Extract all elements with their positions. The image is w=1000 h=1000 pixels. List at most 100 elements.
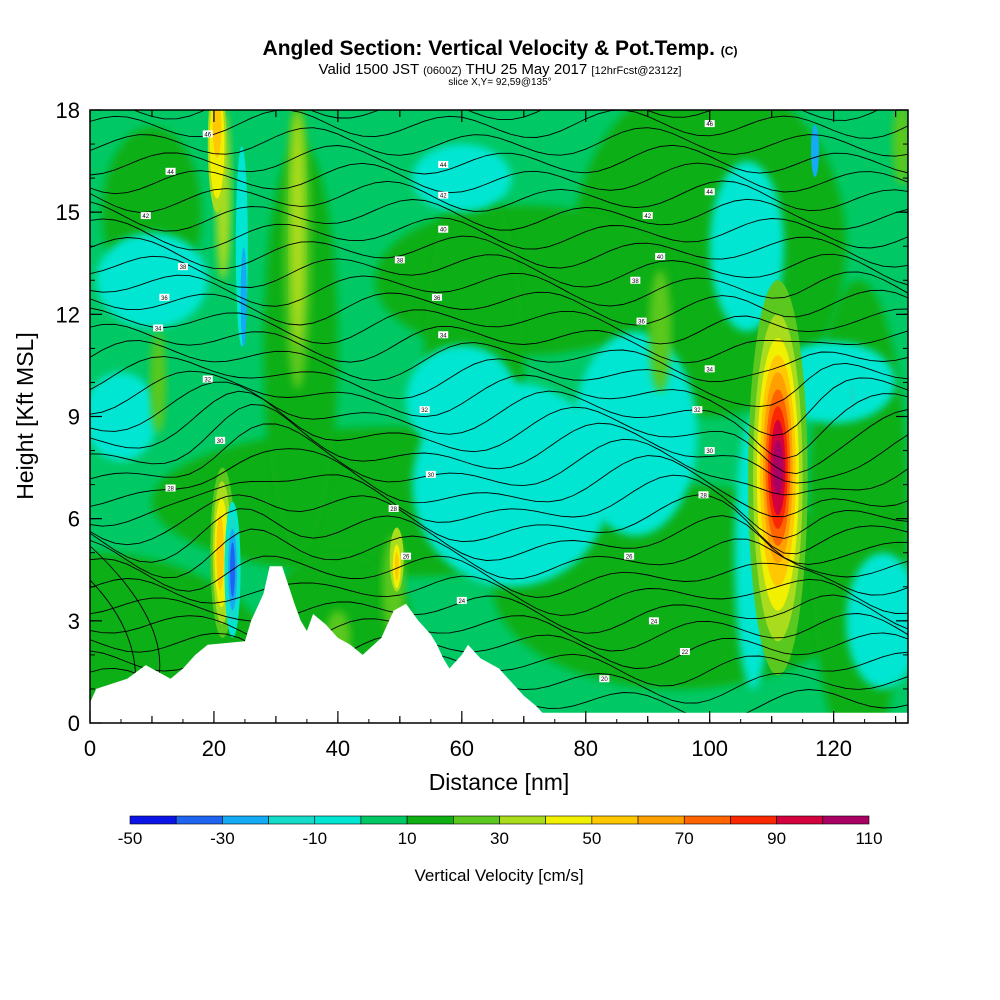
isentrope-line bbox=[90, 555, 908, 598]
x-tick-label: 40 bbox=[326, 736, 350, 761]
contour-label-bg bbox=[202, 375, 213, 383]
contour-label-bg bbox=[394, 256, 405, 264]
isentrope-line bbox=[90, 404, 908, 484]
contour-label-bg bbox=[177, 263, 188, 271]
contour-label-bg bbox=[165, 484, 176, 492]
velocity-blob-below_0 bbox=[412, 144, 512, 213]
isentrope-line bbox=[90, 632, 908, 669]
contour-label-bg bbox=[655, 252, 666, 260]
isentrope-line bbox=[90, 289, 908, 326]
colorbar-segment bbox=[591, 815, 639, 825]
isentrope-line bbox=[90, 448, 908, 518]
isentrope-line bbox=[90, 390, 908, 475]
isentrope-line bbox=[90, 127, 908, 157]
isentrope-line bbox=[90, 180, 908, 213]
contour-label: 46 bbox=[204, 132, 211, 138]
contour-label: 26 bbox=[626, 555, 633, 561]
colorbar-tick-label: -50 bbox=[118, 829, 143, 848]
contour-label-bg bbox=[425, 470, 436, 478]
contour-label: 30 bbox=[217, 439, 224, 445]
isentrope-line bbox=[90, 474, 908, 539]
contour-label: 30 bbox=[427, 473, 434, 479]
y-tick-label: 18 bbox=[56, 98, 80, 123]
contour-label: 38 bbox=[397, 258, 404, 264]
colorbar-segment bbox=[175, 815, 223, 825]
isentrope-line bbox=[90, 356, 908, 408]
contour-label: 36 bbox=[161, 296, 168, 302]
colorbar-tick-label: 110 bbox=[855, 829, 882, 848]
contour-label-bg bbox=[692, 406, 703, 414]
colorbar-tick-label: -30 bbox=[210, 829, 235, 848]
colorbar-segment bbox=[822, 815, 870, 825]
colorbar-tick-label: -10 bbox=[302, 829, 327, 848]
isentrope-line bbox=[90, 494, 908, 555]
contour-label-bg bbox=[438, 160, 449, 168]
colorbar-segment bbox=[360, 815, 408, 825]
contour-label-bg bbox=[432, 293, 443, 301]
contour-label: 38 bbox=[180, 265, 187, 271]
isentrope-line bbox=[90, 613, 908, 652]
contour-label-bg bbox=[419, 406, 430, 414]
slice-info: slice X,Y= 92,59@135° bbox=[448, 77, 552, 88]
velocity-blob-below_0 bbox=[406, 344, 518, 454]
contour-label-bg bbox=[388, 504, 399, 512]
isentrope-line bbox=[90, 110, 908, 139]
contour-label-bg bbox=[438, 191, 449, 199]
velocity-blob-below_0 bbox=[709, 161, 785, 332]
downdraft-column bbox=[240, 247, 247, 348]
x-axis-label: Distance [nm] bbox=[429, 769, 570, 795]
contour-label: 40 bbox=[440, 228, 447, 234]
x-tick-label: 0 bbox=[84, 736, 96, 761]
contour-label-bg bbox=[438, 331, 449, 339]
y-tick-label: 3 bbox=[68, 609, 80, 634]
isentrope-line bbox=[90, 423, 908, 496]
contour-label: 36 bbox=[638, 320, 645, 326]
velocity-blob-below_0 bbox=[846, 552, 908, 689]
isentrope-line bbox=[90, 217, 908, 251]
contour-label: 34 bbox=[440, 333, 447, 339]
contour-label-bg bbox=[642, 212, 653, 220]
contour-label: 28 bbox=[167, 487, 174, 493]
velocity-blob-20_to_30 bbox=[648, 270, 672, 393]
isentrope-line bbox=[90, 370, 908, 437]
contour-label-bg bbox=[704, 447, 715, 455]
contour-label-bg bbox=[698, 491, 709, 499]
colorbar-tick-label: 30 bbox=[490, 829, 509, 848]
contour-label-bg bbox=[648, 617, 659, 625]
downdraft-column bbox=[811, 124, 820, 177]
contour-label-bg bbox=[679, 647, 690, 655]
velocity-blob-20_to_30 bbox=[892, 110, 908, 185]
y-tick-label: 15 bbox=[56, 200, 80, 225]
chart-subtitle: Valid 1500 JST (0600Z) THU 25 May 2017 [… bbox=[318, 61, 682, 78]
potential-temperature-contours bbox=[90, 110, 908, 721]
velocity-blob-below_0 bbox=[96, 232, 208, 328]
colorbar-segment bbox=[129, 815, 177, 825]
contour-label: 42 bbox=[644, 214, 651, 220]
isentrope-line bbox=[90, 340, 908, 383]
contour-label: 24 bbox=[458, 599, 465, 605]
updraft-low-ring bbox=[216, 515, 224, 591]
contour-label: 30 bbox=[706, 449, 713, 455]
isentrope-line bbox=[90, 307, 908, 345]
y-tick-label: 12 bbox=[56, 302, 80, 327]
isentrope-line bbox=[90, 508, 908, 565]
colorbar-segment bbox=[453, 815, 500, 825]
terrain bbox=[90, 566, 908, 723]
contour-label-bg bbox=[401, 552, 412, 560]
plot-area: 46 44 46 44 42 44 42 40 42 38 38 40 36 36 38 34 34 36 32 32… bbox=[90, 110, 908, 723]
contour-label: 38 bbox=[632, 279, 639, 285]
isentrope-line bbox=[90, 528, 908, 580]
x-tick-label: 100 bbox=[691, 736, 728, 761]
contour-label-bg bbox=[438, 225, 449, 233]
contour-label: 44 bbox=[167, 170, 174, 176]
x-tick-label: 120 bbox=[815, 736, 852, 761]
x-tick-label: 80 bbox=[574, 736, 598, 761]
y-tick-label: 6 bbox=[68, 507, 80, 532]
contour-label-bg bbox=[165, 167, 176, 175]
contour-label: 28 bbox=[390, 507, 397, 513]
contour-label-bg bbox=[140, 212, 151, 220]
velocity-blob-30_to_40 bbox=[290, 113, 305, 345]
contour-label: 46 bbox=[706, 122, 713, 128]
x-tick-label: 20 bbox=[202, 736, 226, 761]
